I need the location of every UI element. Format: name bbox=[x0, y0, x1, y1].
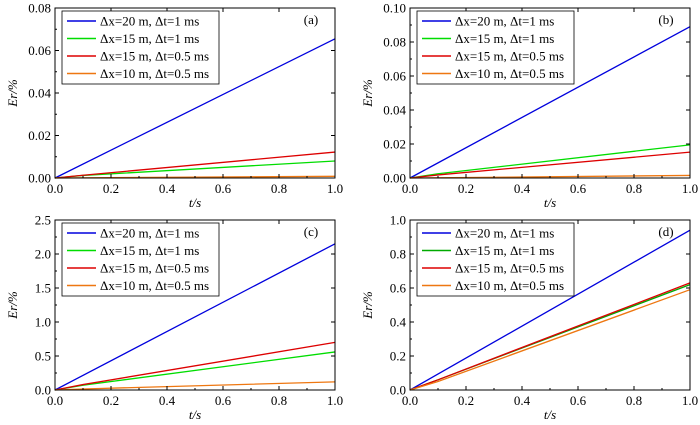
legend: Δx=20 m, Δt=1 ms Δx=15 m, Δt=1 ms Δx=15 m,… bbox=[416, 222, 575, 297]
y-tick-label: 0.08 bbox=[28, 1, 51, 16]
y-tick-label: 0.0 bbox=[390, 383, 406, 398]
y-tick-label: 2.5 bbox=[35, 213, 51, 228]
chart-panel-3: 0.0 0.2 0.4 0.6 0.8 1.0 0.0 0.2 0.4 0.6 0.8 1.0 t/s E… bbox=[360, 213, 698, 423]
x-tick-label: 1.0 bbox=[682, 393, 698, 408]
series-line-0 bbox=[409, 229, 691, 391]
y-axis-label: Er/% bbox=[5, 291, 20, 320]
y-tick-label: 0.04 bbox=[383, 103, 406, 118]
x-tick-label: 0.6 bbox=[215, 181, 232, 196]
legend-entry-3: Δx=10 m, Δt=0.5 ms bbox=[100, 66, 209, 81]
y-tick-label: 0.02 bbox=[28, 128, 51, 143]
x-tick-label: 1.0 bbox=[327, 181, 343, 196]
x-tick-label: 0.4 bbox=[514, 393, 531, 408]
y-tick-label: 0.2 bbox=[390, 349, 406, 364]
x-tick-label: 0.6 bbox=[570, 181, 587, 196]
y-tick-label: 0.00 bbox=[28, 171, 51, 186]
x-tick-label: 0.6 bbox=[215, 393, 232, 408]
y-tick-label: 0.04 bbox=[28, 86, 51, 101]
legend-entry-0: Δx=20 m, Δt=1 ms bbox=[100, 14, 199, 29]
legend-entry-2: Δx=15 m, Δt=0.5 ms bbox=[455, 49, 564, 64]
x-axis-label: t/s bbox=[544, 407, 556, 422]
x-tick-label: 0.4 bbox=[159, 393, 176, 408]
x-tick-label: 0.0 bbox=[47, 393, 63, 408]
y-tick-label: 0.8 bbox=[390, 247, 406, 262]
y-tick-label: 2.0 bbox=[35, 247, 51, 262]
y-axis-label: Er/% bbox=[5, 79, 20, 108]
y-tick-label: 0.02 bbox=[383, 137, 406, 152]
y-tick-label: 0.06 bbox=[383, 69, 406, 84]
y-tick-label: 0.00 bbox=[383, 171, 406, 186]
legend-entry-0: Δx=20 m, Δt=1 ms bbox=[455, 226, 554, 241]
series-line-2 bbox=[409, 282, 691, 391]
legend-entry-1: Δx=15 m, Δt=1 ms bbox=[100, 243, 199, 258]
legend-entry-2: Δx=15 m, Δt=0.5 ms bbox=[100, 49, 209, 64]
x-tick-label: 0.4 bbox=[159, 181, 176, 196]
x-tick-label: 0.8 bbox=[271, 393, 287, 408]
x-tick-label: 0.2 bbox=[458, 181, 474, 196]
legend-entry-2: Δx=15 m, Δt=0.5 ms bbox=[455, 261, 564, 276]
x-axis-label: t/s bbox=[544, 195, 556, 210]
x-tick-label: 0.2 bbox=[458, 393, 474, 408]
y-tick-label: 1.5 bbox=[35, 281, 51, 296]
x-tick-label: 0.2 bbox=[103, 393, 119, 408]
series-line-1 bbox=[54, 351, 336, 391]
series-line-3 bbox=[409, 289, 691, 391]
legend-entry-0: Δx=20 m, Δt=1 ms bbox=[100, 226, 199, 241]
legend-box bbox=[416, 222, 575, 297]
x-tick-label: 0.8 bbox=[626, 181, 642, 196]
x-tick-label: 0.2 bbox=[103, 181, 119, 196]
x-tick-label: 0.0 bbox=[402, 181, 418, 196]
series-line-2 bbox=[54, 341, 336, 391]
x-tick-label: 0.6 bbox=[570, 393, 587, 408]
x-axis-label: t/s bbox=[189, 407, 201, 422]
series-line-0 bbox=[409, 26, 691, 179]
legend-box bbox=[61, 222, 220, 297]
x-tick-label: 0.0 bbox=[47, 181, 63, 196]
chart-panel-0: 0.0 0.2 0.4 0.6 0.8 1.0 0.00 0.02 0.04 0.06 0.08 t/… bbox=[5, 1, 343, 211]
panel-label: (c) bbox=[304, 224, 318, 239]
y-tick-label: 1.0 bbox=[390, 213, 406, 228]
legend-entry-1: Δx=15 m, Δt=1 ms bbox=[100, 31, 199, 46]
panel-label: (d) bbox=[658, 224, 673, 239]
x-tick-label: 0.8 bbox=[626, 393, 642, 408]
legend-entry-3: Δx=10 m, Δt=0.5 ms bbox=[455, 66, 564, 81]
series-line-2 bbox=[409, 151, 691, 179]
y-tick-label: 1.0 bbox=[35, 315, 51, 330]
legend: Δx=20 m, Δt=1 ms Δx=15 m, Δt=1 ms Δx=15 m,… bbox=[61, 10, 220, 85]
legend-entry-0: Δx=20 m, Δt=1 ms bbox=[455, 14, 554, 29]
x-tick-label: 0.4 bbox=[514, 181, 531, 196]
legend-entry-3: Δx=10 m, Δt=0.5 ms bbox=[455, 278, 564, 293]
legend-entry-1: Δx=15 m, Δt=1 ms bbox=[455, 31, 554, 46]
chart-panel-2: 0.0 0.2 0.4 0.6 0.8 1.0 0.0 0.5 1.0 1.5 2.0 2.5 t/s E… bbox=[5, 213, 343, 423]
chart-panel-1: 0.0 0.2 0.4 0.6 0.8 1.0 0.00 0.02 0.04 0.06 0.08 0.… bbox=[360, 1, 698, 211]
panel-label: (a) bbox=[304, 12, 318, 27]
legend-box bbox=[61, 10, 220, 85]
legend-entry-3: Δx=10 m, Δt=0.5 ms bbox=[100, 278, 209, 293]
y-axis-label: Er/% bbox=[360, 79, 375, 108]
legend-entry-1: Δx=15 m, Δt=1 ms bbox=[455, 243, 554, 258]
legend: Δx=20 m, Δt=1 ms Δx=15 m, Δt=1 ms Δx=15 m,… bbox=[416, 10, 575, 85]
y-tick-label: 0.08 bbox=[383, 35, 406, 50]
x-tick-label: 0.0 bbox=[402, 393, 418, 408]
x-tick-label: 1.0 bbox=[327, 393, 343, 408]
y-tick-label: 0.0 bbox=[35, 383, 51, 398]
series-line-0 bbox=[54, 38, 336, 179]
legend: Δx=20 m, Δt=1 ms Δx=15 m, Δt=1 ms Δx=15 m,… bbox=[61, 222, 220, 297]
legend-entry-2: Δx=15 m, Δt=0.5 ms bbox=[100, 261, 209, 276]
y-tick-label: 0.6 bbox=[390, 281, 407, 296]
series-line-1 bbox=[54, 160, 336, 179]
x-axis-label: t/s bbox=[189, 195, 201, 210]
x-tick-label: 1.0 bbox=[682, 181, 698, 196]
series-line-0 bbox=[54, 243, 336, 391]
y-tick-label: 0.10 bbox=[383, 1, 406, 16]
y-tick-label: 0.4 bbox=[390, 315, 407, 330]
y-tick-label: 0.06 bbox=[28, 43, 51, 58]
x-tick-label: 0.8 bbox=[271, 181, 287, 196]
panel-label: (b) bbox=[658, 12, 673, 27]
legend-box bbox=[416, 10, 575, 85]
series-line-2 bbox=[54, 151, 336, 179]
y-axis-label: Er/% bbox=[360, 291, 375, 320]
y-tick-label: 0.5 bbox=[35, 349, 51, 364]
